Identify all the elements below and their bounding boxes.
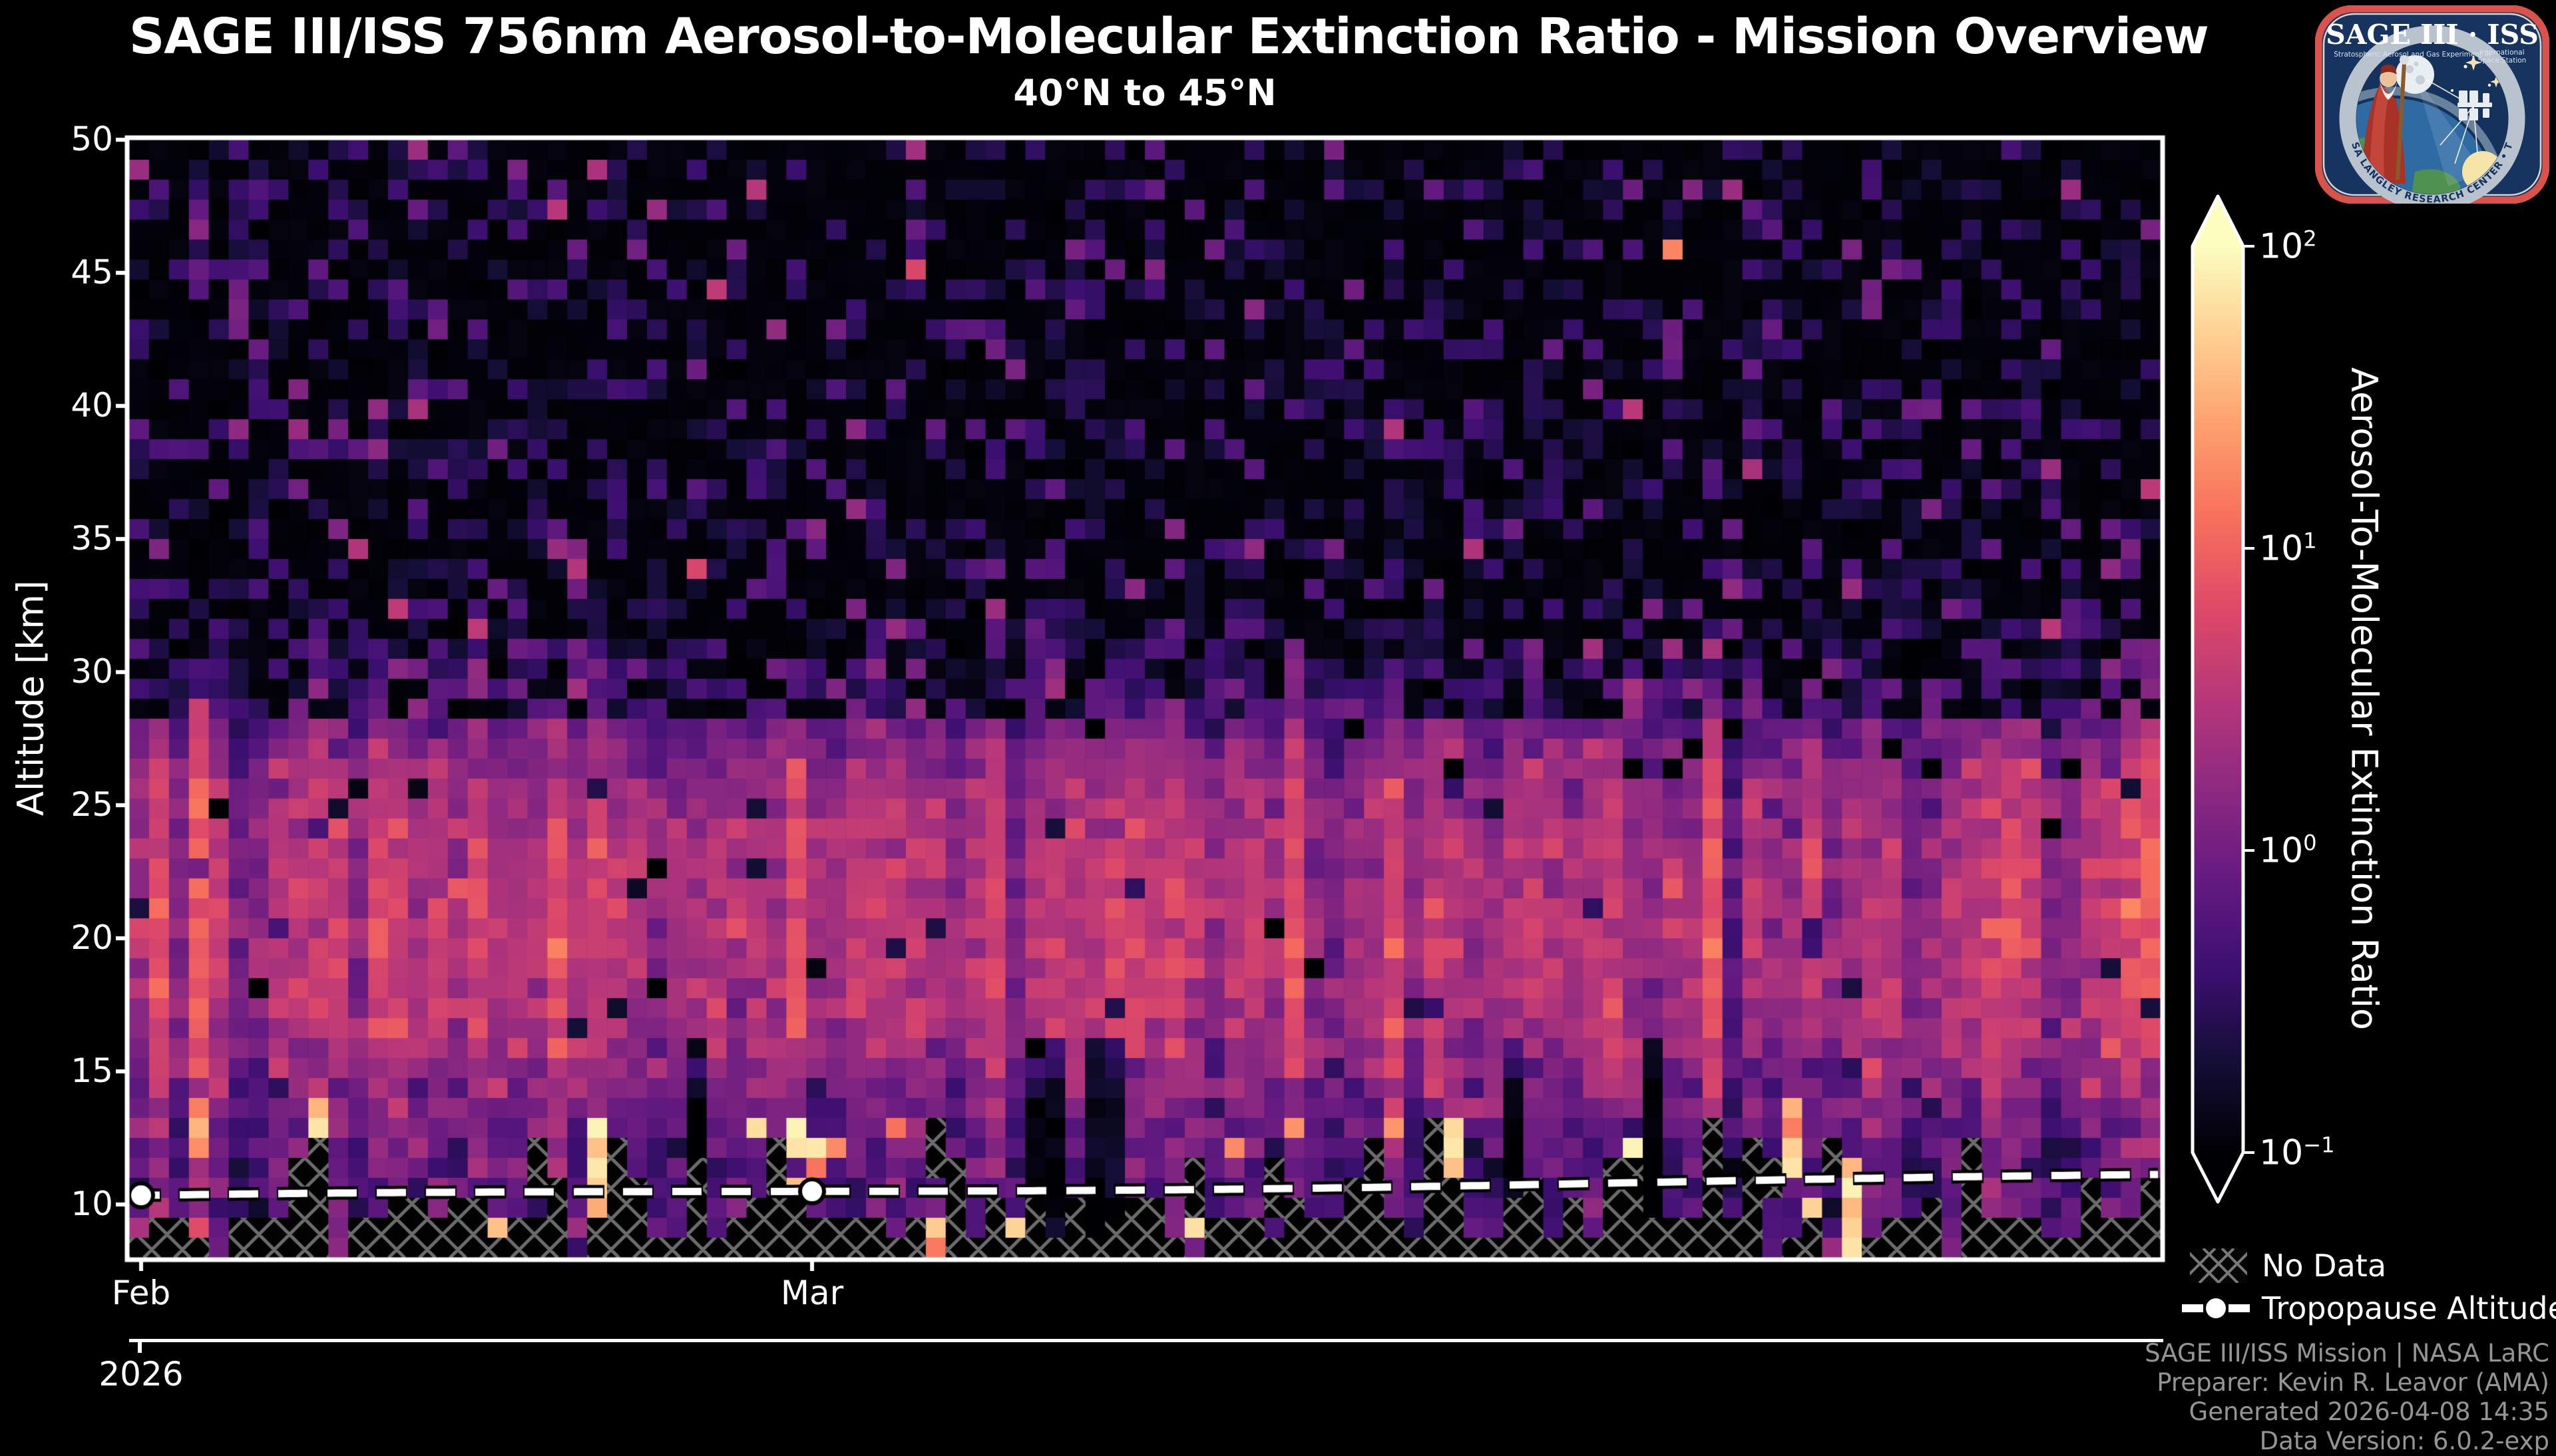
colorbar-tick-label: 100 xyxy=(2259,830,2317,871)
colorbar-arrow-body xyxy=(2191,194,2245,1204)
y-tick-label: 30 xyxy=(71,651,113,691)
year-axis-tick xyxy=(138,1342,142,1353)
colorbar-tick-label: 10−1 xyxy=(2259,1132,2335,1173)
footer-credits: SAGE III/ISS Mission | NASA LaRC Prepare… xyxy=(2145,1339,2549,1456)
patch-scene xyxy=(2356,43,2508,194)
colorbar-tick-label: 102 xyxy=(2259,226,2317,267)
colorbar-title: Aerosol-To-Molecular Extinction Ratio xyxy=(2343,367,2386,1030)
y-tick-label: 35 xyxy=(71,518,113,558)
extinction-ratio-heatmap xyxy=(116,126,2174,1271)
colorbar-tick-label: 101 xyxy=(2259,528,2317,569)
patch-title: SAGE III · ISS xyxy=(2326,19,2539,51)
year-axis-line xyxy=(129,1339,2163,1342)
y-tick-label: 20 xyxy=(71,918,113,957)
patch-subtitle-right-1: International xyxy=(2479,49,2524,57)
colorbar-ticks xyxy=(2243,245,2254,1154)
footer-preparer: Preparer: Kevin R. Leavor (AMA) xyxy=(2157,1368,2549,1397)
iss-icon xyxy=(2457,91,2492,120)
footer-generated: Generated 2026-04-08 14:35 xyxy=(2189,1397,2549,1426)
sage-figure xyxy=(2360,55,2409,184)
y-tick-label: 40 xyxy=(71,385,113,425)
x-tick-label-mar: Mar xyxy=(780,1274,844,1312)
y-tick-label: 45 xyxy=(71,252,113,291)
y-tick-label: 50 xyxy=(71,119,113,158)
page-title: SAGE III/ISS 756nm Aerosol-to-Molecular … xyxy=(129,8,2209,65)
no-data-hatch-icon xyxy=(2190,1248,2247,1283)
tropopause-line-icon xyxy=(2182,1298,2250,1318)
year-label: 2026 xyxy=(99,1355,184,1393)
x-tick-label-feb: Feb xyxy=(111,1274,171,1312)
legend-label-tropopause: Tropopause Altitude xyxy=(2262,1290,2556,1326)
y-tick-label: 15 xyxy=(71,1051,113,1090)
page-subtitle: 40°N to 45°N xyxy=(1013,72,1277,114)
footer-mission: SAGE III/ISS Mission | NASA LaRC xyxy=(2145,1339,2549,1367)
y-tick-label: 25 xyxy=(71,785,113,824)
colorbar xyxy=(2191,194,2254,1204)
y-axis-title: Altitude [km] xyxy=(9,580,52,817)
patch-subtitle-right-2: Space Station xyxy=(2478,57,2527,65)
legend-label-no-data: No Data xyxy=(2262,1248,2387,1284)
sage-iii-iss-mission-patch: SAGE III · ISS Stratospheric Aerosol and… xyxy=(2315,5,2549,204)
y-tick-label: 10 xyxy=(71,1184,113,1223)
patch-subtitle-left: Stratospheric Aerosol and Gas Experiment… xyxy=(2334,51,2491,59)
footer-data-version: Data Version: 6.0.2-exp xyxy=(2259,1427,2549,1455)
